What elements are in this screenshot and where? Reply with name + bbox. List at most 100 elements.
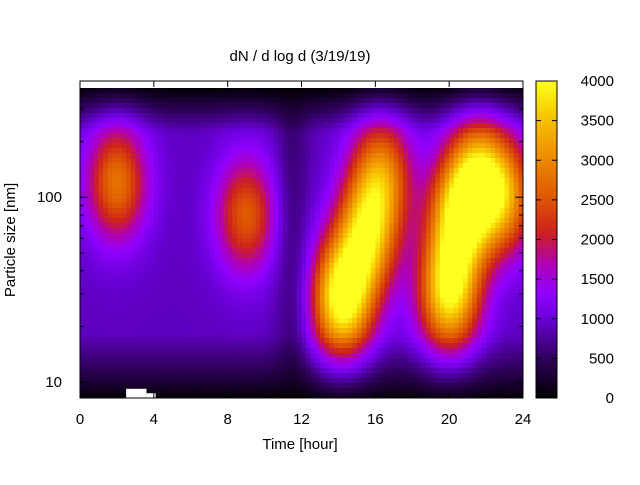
heatmap-cell	[518, 148, 523, 154]
heatmap-cell	[283, 208, 289, 214]
heatmap-cell	[172, 153, 178, 159]
heatmap-cell	[93, 283, 100, 289]
heatmap-cell	[315, 98, 321, 104]
heatmap-cell	[481, 143, 487, 149]
heatmap-cell	[389, 163, 395, 169]
heatmap-cell	[93, 318, 100, 324]
heatmap-cell	[84, 333, 90, 339]
heatmap-cell	[264, 333, 270, 339]
heatmap-cell	[301, 193, 307, 199]
heatmap-cell	[398, 118, 404, 124]
heatmap-cell	[278, 283, 284, 289]
heatmap-cell	[218, 103, 224, 109]
heatmap-cell	[236, 323, 243, 329]
heatmap-cell	[379, 178, 386, 184]
heatmap-cell	[439, 213, 446, 219]
heatmap-cell	[458, 248, 464, 254]
heatmap-cell	[255, 193, 261, 199]
heatmap-cell	[121, 243, 127, 249]
heatmap-cell	[449, 238, 455, 244]
heatmap-cell	[472, 153, 478, 159]
heatmap-cell	[255, 263, 261, 269]
heatmap-cell	[398, 158, 404, 164]
heatmap-cell	[255, 308, 261, 314]
heatmap-cell	[476, 118, 483, 124]
heatmap-cell	[176, 263, 183, 269]
heatmap-cell	[398, 93, 404, 99]
heatmap-cell	[139, 318, 146, 324]
heatmap-cell	[126, 258, 132, 264]
heatmap-cell	[343, 163, 349, 169]
heatmap-cell	[98, 193, 104, 199]
heatmap-cell	[112, 118, 118, 124]
heatmap-cell	[495, 123, 501, 129]
heatmap-cell	[259, 108, 266, 114]
heatmap-cell	[223, 103, 229, 109]
heatmap-cell	[416, 308, 423, 314]
heatmap-cell	[403, 333, 409, 339]
heatmap-cell	[158, 173, 164, 179]
heatmap-cell	[463, 338, 469, 344]
heatmap-cell	[223, 343, 229, 349]
heatmap-cell	[490, 208, 496, 214]
heatmap-cell	[352, 308, 358, 314]
heatmap-cell	[513, 308, 519, 314]
heatmap-cell	[278, 133, 284, 139]
heatmap-cell	[259, 298, 266, 304]
heatmap-cell	[172, 343, 178, 349]
heatmap-cell	[107, 213, 113, 219]
heatmap-cell	[426, 308, 432, 314]
heatmap-cell	[163, 118, 169, 124]
heatmap-cell	[343, 278, 349, 284]
heatmap-cell	[490, 263, 496, 269]
heatmap-cell	[296, 203, 303, 209]
heatmap-cell	[209, 98, 215, 104]
heatmap-cell	[278, 323, 284, 329]
heatmap-cell	[301, 218, 307, 224]
heatmap-cell	[190, 198, 196, 204]
heatmap-cell	[223, 228, 229, 234]
heatmap-cell	[246, 328, 252, 334]
heatmap-cell	[218, 138, 224, 144]
heatmap-cell	[486, 338, 492, 344]
heatmap-cell	[430, 88, 436, 94]
heatmap-cell	[421, 203, 427, 209]
heatmap-cell	[176, 178, 183, 184]
heatmap-cell	[135, 253, 141, 259]
heatmap-cell	[430, 273, 436, 279]
heatmap-cell	[144, 288, 150, 294]
heatmap-cell	[80, 308, 86, 314]
heatmap-cell	[135, 143, 141, 149]
heatmap-cell	[472, 113, 478, 119]
heatmap-cell	[379, 318, 386, 324]
heatmap-cell	[361, 153, 367, 159]
heatmap-cell	[439, 273, 446, 279]
heatmap-cell	[246, 323, 252, 329]
heatmap-cell	[319, 313, 326, 319]
heatmap-cell	[167, 273, 173, 279]
heatmap-cell	[232, 313, 238, 319]
heatmap-cell	[449, 248, 455, 254]
heatmap-cell	[306, 103, 312, 109]
heatmap-cell	[149, 173, 155, 179]
heatmap-cell	[421, 228, 427, 234]
heatmap-cell	[163, 188, 169, 194]
heatmap-cell	[130, 283, 136, 289]
heatmap-cell	[324, 278, 330, 284]
heatmap-cell	[375, 253, 381, 259]
heatmap-cell	[176, 98, 183, 104]
heatmap-cell	[509, 313, 515, 319]
heatmap-cell	[213, 303, 220, 309]
heatmap-cell	[144, 338, 150, 344]
heatmap-cell	[195, 273, 201, 279]
heatmap-cell	[218, 328, 224, 334]
heatmap-cell	[509, 338, 515, 344]
heatmap-cell	[107, 93, 113, 99]
heatmap-cell	[407, 118, 413, 124]
heatmap-cell	[167, 243, 173, 249]
heatmap-cell	[181, 318, 187, 324]
heatmap-cell	[476, 148, 483, 154]
heatmap-cell	[227, 283, 233, 289]
heatmap-cell	[518, 318, 523, 324]
heatmap-cell	[121, 208, 127, 214]
